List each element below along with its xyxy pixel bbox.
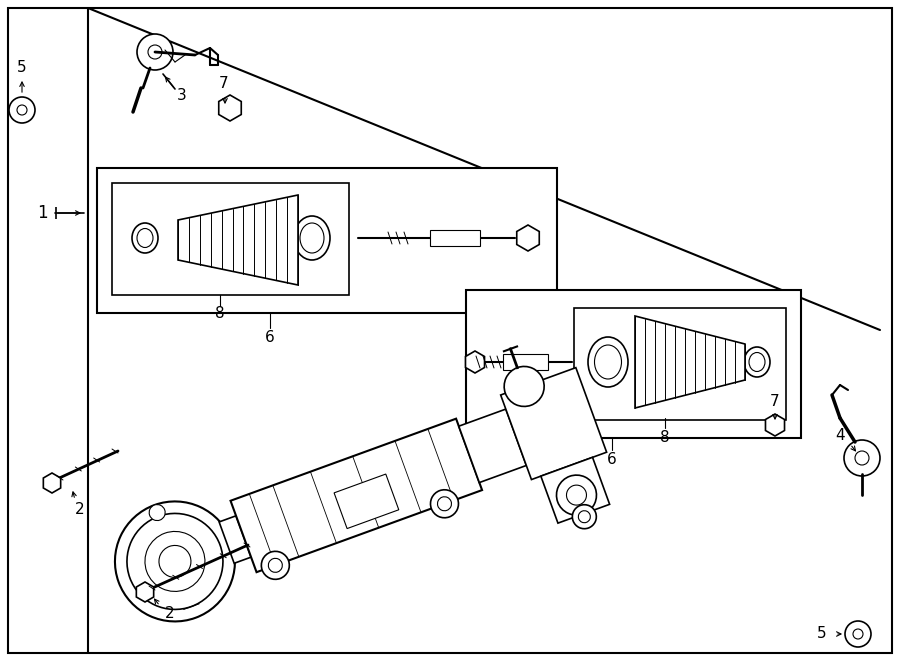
Ellipse shape	[137, 229, 153, 247]
Text: 6: 6	[266, 330, 274, 346]
Text: 8: 8	[215, 307, 225, 321]
Text: 5: 5	[817, 627, 827, 641]
Polygon shape	[635, 316, 745, 408]
Ellipse shape	[294, 216, 330, 260]
Circle shape	[770, 420, 780, 430]
Circle shape	[437, 497, 452, 511]
Text: 8: 8	[661, 430, 670, 444]
Bar	[500, 368, 607, 480]
Bar	[230, 418, 482, 572]
Circle shape	[149, 504, 166, 521]
Ellipse shape	[744, 347, 770, 377]
Bar	[459, 409, 526, 483]
Bar	[219, 516, 251, 563]
Text: 6: 6	[608, 453, 616, 467]
Circle shape	[127, 514, 223, 609]
Circle shape	[579, 511, 590, 523]
Circle shape	[225, 103, 235, 113]
Circle shape	[572, 505, 597, 529]
Circle shape	[268, 559, 283, 572]
Bar	[541, 457, 609, 523]
Ellipse shape	[132, 223, 158, 253]
Text: 4: 4	[835, 428, 845, 442]
Circle shape	[855, 451, 869, 465]
Bar	[334, 474, 399, 529]
Text: 5: 5	[17, 61, 27, 75]
Text: 2: 2	[76, 502, 85, 518]
Text: 3: 3	[177, 87, 187, 102]
Circle shape	[148, 45, 162, 59]
Bar	[466, 290, 801, 438]
Circle shape	[261, 551, 289, 579]
Bar	[503, 354, 548, 370]
Circle shape	[159, 545, 191, 578]
Circle shape	[853, 629, 863, 639]
Circle shape	[430, 490, 458, 518]
Bar	[430, 230, 480, 246]
Ellipse shape	[749, 352, 765, 371]
Text: 2: 2	[166, 605, 175, 621]
Polygon shape	[219, 95, 241, 121]
Ellipse shape	[588, 337, 628, 387]
Bar	[574, 308, 786, 420]
Bar	[97, 168, 557, 313]
Circle shape	[137, 34, 173, 70]
Bar	[112, 183, 349, 295]
Polygon shape	[465, 351, 484, 373]
Polygon shape	[136, 582, 154, 602]
Ellipse shape	[300, 223, 324, 253]
Ellipse shape	[595, 345, 622, 379]
Circle shape	[556, 475, 597, 515]
Text: 7: 7	[220, 77, 229, 91]
Circle shape	[845, 621, 871, 647]
Polygon shape	[517, 225, 539, 251]
Polygon shape	[43, 473, 60, 493]
Circle shape	[145, 531, 205, 592]
Circle shape	[9, 97, 35, 123]
Polygon shape	[766, 414, 785, 436]
Circle shape	[17, 105, 27, 115]
Polygon shape	[178, 195, 298, 285]
Circle shape	[566, 485, 587, 505]
Circle shape	[844, 440, 880, 476]
Circle shape	[115, 502, 235, 621]
Circle shape	[504, 366, 544, 407]
Text: 7: 7	[770, 395, 779, 410]
Text: 1: 1	[37, 204, 48, 222]
